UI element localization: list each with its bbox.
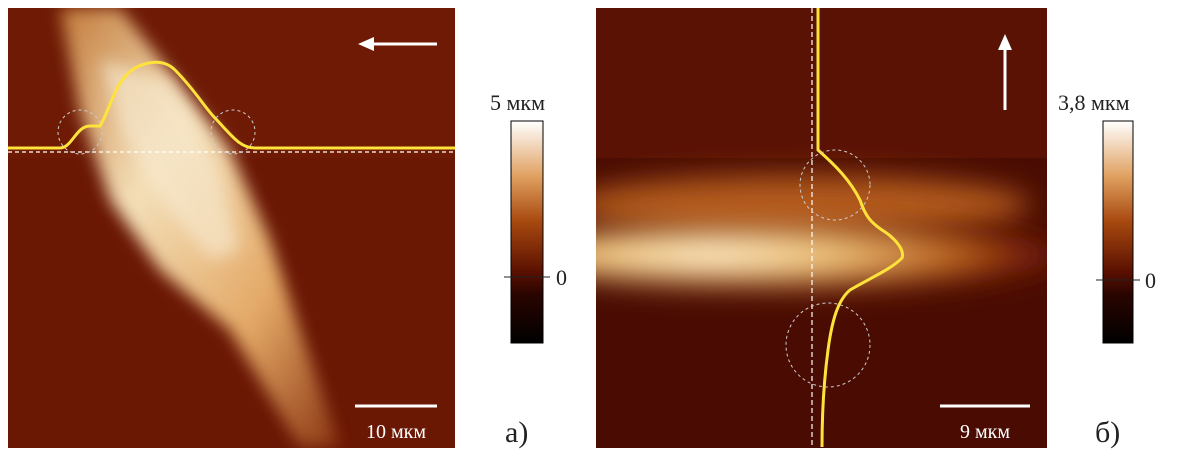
colorbar-max-label: 3,8 мкм <box>1058 90 1130 115</box>
colorbar-max-label: 5 мкм <box>490 90 545 115</box>
colorbar <box>1102 120 1134 344</box>
scale-bar-label: 10 мкм <box>366 421 426 443</box>
colorbar <box>510 120 544 344</box>
panel-label: а) <box>505 416 528 449</box>
afm-image-a <box>8 8 455 448</box>
colorbar-zero-label: 0 <box>556 265 567 290</box>
afm-image-b <box>596 8 1047 448</box>
scale-bar-label: 9 мкм <box>960 421 1010 443</box>
panel-label: б) <box>1095 416 1120 449</box>
colorbar-zero-label: 0 <box>1145 268 1156 293</box>
